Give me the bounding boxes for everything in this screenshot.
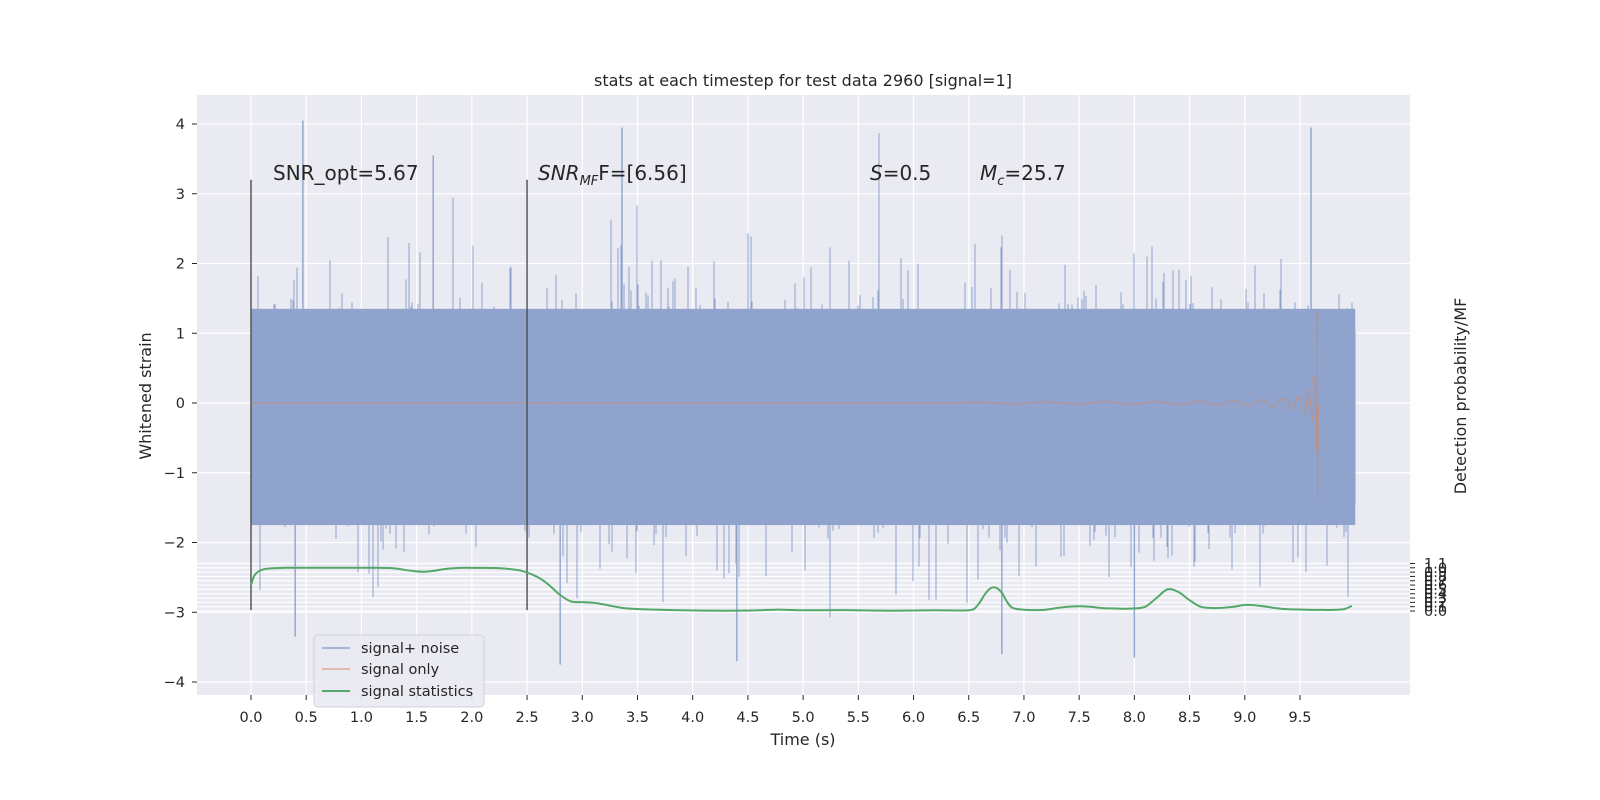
y-left-tick-label: 2 [176, 257, 185, 273]
x-tick-label: 9.5 [1288, 710, 1311, 726]
marker-lines [250, 179, 528, 611]
annotation-mc: Mc=25.7 [980, 161, 1066, 189]
y-left-tick-label: −4 [164, 675, 185, 691]
y-left-tick-label: 0 [176, 396, 185, 412]
y-left-tick-label: −1 [164, 466, 185, 482]
x-tick-label: 4.0 [681, 710, 704, 726]
annotation-s: S=0.5 [870, 161, 931, 185]
x-tick-label: 1.5 [405, 710, 428, 726]
y-left-tick-label: 4 [176, 117, 185, 133]
signal-only-series [251, 308, 1319, 498]
x-tick-label: 2.5 [516, 710, 539, 726]
y-right-tick-label: 0.2 [1424, 595, 1447, 611]
x-tick-label: 2.0 [460, 710, 483, 726]
y-right-tick-label: 1.1 [1424, 556, 1447, 572]
x-axis-label: Time (s) [769, 730, 835, 749]
x-tick-label: 3.5 [626, 710, 649, 726]
x-tick-label: 1.0 [350, 710, 373, 726]
legend-label-signal-statistics: signal statistics [361, 684, 473, 700]
y-right-tick-label: 0.5 [1424, 582, 1447, 598]
signal-only-line [251, 308, 1319, 498]
y-right-tick-label: 0.4 [1424, 587, 1447, 603]
y-right-tick-label: 0.3 [1424, 591, 1447, 607]
y-right-tick-label: 0.8 [1424, 569, 1447, 585]
x-tick-label: 5.0 [792, 710, 815, 726]
y-right-tick-label: 0.0 [1424, 604, 1447, 620]
x-tick-label: 7.5 [1068, 710, 1091, 726]
y-axis-label-right: Detection probability/MF [1451, 298, 1470, 495]
x-tick-label: 7.0 [1012, 710, 1035, 726]
annotations: SNR_opt=5.67 SNRMFF=[6.56] S=0.5 Mc=25.7 [273, 161, 1066, 189]
x-tick-label: 0.5 [295, 710, 318, 726]
legend-label-signal-noise: signal+ noise [361, 641, 459, 657]
x-tick-label: 0.0 [239, 710, 262, 726]
y-left-tick-label: 3 [176, 187, 185, 203]
y-right-tick-label: 0.9 [1424, 565, 1447, 581]
annotation-snr-opt: SNR_opt=5.67 [273, 161, 419, 185]
legend: signal+ noise signal only signal statist… [313, 634, 485, 708]
signal-statistics-series [250, 566, 1353, 612]
y-axis-label-left: Whitened strain [136, 332, 155, 459]
x-tick-label: 4.5 [736, 710, 759, 726]
x-tick-label: 9.0 [1233, 710, 1256, 726]
signal-noise-series [250, 120, 1356, 665]
y-left-tick-label: −2 [164, 536, 185, 552]
y-right-tick-label: 0.7 [1424, 574, 1447, 590]
chart-title: stats at each timestep for test data 296… [594, 71, 1012, 90]
ticks: 0.0 0.5 1.0 1.5 2.0 2.5 3.0 3.5 4.0 4.5 5.0 5.5 6.0 6… [164, 117, 1447, 726]
legend-box [313, 634, 485, 708]
y-right-tick-label: 0.1 [1424, 600, 1447, 616]
y-left-tick-label: 1 [176, 326, 185, 342]
x-tick-label: 6.5 [957, 710, 980, 726]
x-tick-label: 5.5 [847, 710, 870, 726]
x-tick-label: 8.0 [1123, 710, 1146, 726]
x-tick-label: 3.0 [571, 710, 594, 726]
annotation-snr-mf: SNRMFF=[6.56] [538, 161, 687, 189]
y-left-tick-label: −3 [164, 605, 185, 621]
y-right-tick-label: 1.0 [1424, 561, 1447, 577]
legend-label-signal-only: signal only [361, 662, 440, 678]
x-tick-label: 6.0 [902, 710, 925, 726]
y-right-tick-label: 0.6 [1424, 578, 1447, 594]
x-tick-label: 8.5 [1178, 710, 1201, 726]
signal-statistics-line [250, 566, 1353, 612]
